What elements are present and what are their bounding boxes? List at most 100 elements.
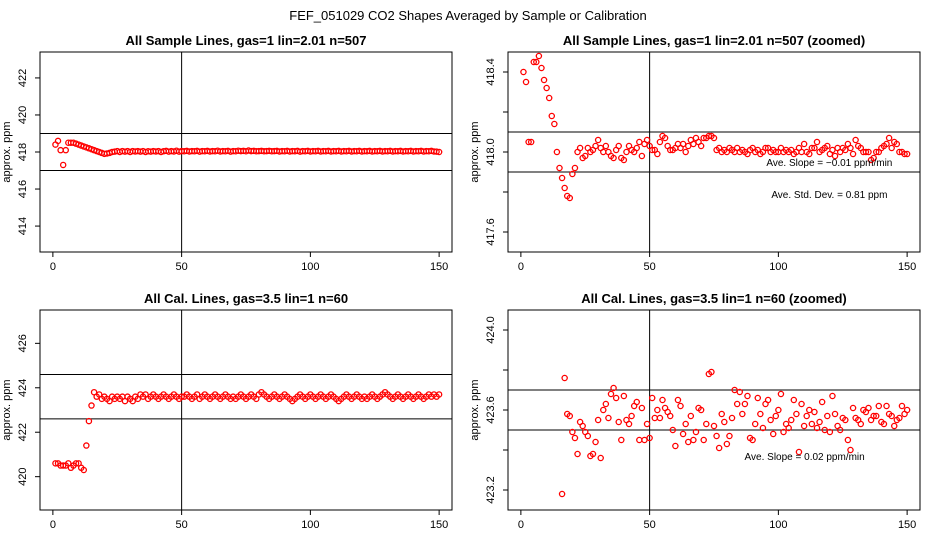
data-point	[754, 394, 762, 402]
x-tick-label: 50	[644, 261, 656, 273]
data-point	[888, 144, 895, 152]
data-point	[597, 454, 604, 462]
data-point	[659, 396, 666, 404]
y-tick-label: 422	[17, 423, 29, 441]
data-point	[718, 410, 725, 418]
data-point	[677, 402, 684, 410]
data-point	[85, 417, 93, 425]
data-point	[636, 138, 643, 146]
data-point	[592, 142, 599, 150]
data-point	[885, 134, 893, 142]
data-point	[685, 438, 692, 446]
data-point	[690, 140, 697, 148]
x-tick-label: 50	[176, 261, 188, 273]
data-point	[633, 144, 641, 152]
data-point	[594, 416, 602, 424]
data-point	[558, 174, 566, 182]
data-point	[612, 394, 620, 402]
data-point	[733, 400, 741, 408]
data-point	[582, 152, 589, 160]
data-point	[793, 410, 800, 418]
y-axis-label: approx. ppm	[1, 379, 13, 440]
data-point	[576, 144, 584, 152]
x-tick-label: 150	[898, 261, 916, 273]
data-point	[625, 420, 633, 428]
data-point	[520, 68, 527, 76]
y-tick-label: 414	[17, 217, 29, 235]
data-point	[610, 154, 617, 162]
data-point	[72, 460, 80, 467]
data-point	[739, 410, 746, 418]
data-point	[831, 410, 839, 418]
panel-title: All Sample Lines, gas=1 lin=2.01 n=507 (…	[563, 33, 865, 48]
data-point	[767, 416, 774, 424]
data-point	[697, 406, 705, 414]
data-point	[764, 396, 772, 404]
data-point	[811, 144, 818, 152]
y-tick-label: 424	[17, 379, 29, 397]
data-point	[530, 58, 538, 66]
data-point	[829, 146, 836, 154]
data-point	[883, 140, 890, 148]
data-point	[527, 138, 535, 146]
data-point	[54, 137, 62, 145]
y-tick-label: 423.2	[485, 476, 497, 504]
data-point	[551, 120, 558, 128]
data-point	[788, 416, 795, 424]
data-point	[772, 148, 780, 156]
data-point	[891, 422, 898, 430]
chart-panel-1: All Sample Lines, gas=1 lin=2.01 n=507 ap…	[1, 33, 453, 273]
data-point	[795, 448, 803, 456]
data-point	[52, 460, 59, 467]
y-tick-label: 420	[17, 106, 29, 124]
data-point	[522, 78, 530, 86]
panel-title: All Cal. Lines, gas=3.5 lin=1 n=60	[144, 291, 348, 306]
data-point	[862, 148, 870, 156]
data-point	[744, 392, 751, 400]
y-tick-label: 417.6	[485, 218, 497, 246]
data-point	[726, 432, 733, 440]
data-point	[600, 148, 607, 156]
data-point	[713, 432, 720, 440]
data-point	[80, 466, 88, 474]
data-point	[618, 436, 625, 444]
data-point	[808, 144, 816, 152]
data-point	[538, 64, 545, 72]
data-point	[736, 388, 744, 396]
data-point	[672, 442, 679, 450]
data-point	[710, 422, 718, 430]
chart-panel-3: All Cal. Lines, gas=3.5 lin=1 n=60 approx…	[1, 291, 453, 531]
data-point	[648, 394, 656, 402]
figure-suptitle: FEF_051029 CO2 Shapes Averaged by Sample…	[289, 8, 646, 23]
x-tick-label: 0	[518, 519, 524, 531]
data-point	[741, 400, 749, 408]
x-tick-label: 50	[644, 519, 656, 531]
data-point	[83, 442, 90, 449]
y-axis-label: approx. ppm	[469, 121, 481, 182]
data-point	[62, 146, 70, 154]
data-point	[775, 406, 782, 414]
data-point	[643, 136, 651, 144]
data-point	[553, 148, 561, 156]
data-point	[849, 404, 857, 412]
y-tick-label: 416	[17, 180, 29, 198]
data-point	[849, 150, 857, 158]
data-point	[679, 430, 687, 438]
data-point	[59, 462, 67, 469]
x-tick-label: 150	[430, 519, 448, 531]
data-point	[811, 408, 818, 416]
data-point	[633, 398, 641, 406]
data-point	[656, 138, 664, 146]
data-point	[772, 412, 780, 420]
data-point	[648, 146, 656, 154]
data-point	[762, 144, 769, 152]
data-point	[535, 52, 543, 60]
x-tick-label: 100	[769, 519, 787, 531]
data-point	[870, 412, 877, 420]
data-point	[643, 420, 651, 428]
x-tick-label: 0	[518, 261, 524, 273]
x-tick-label: 50	[176, 519, 188, 531]
panel-title: All Sample Lines, gas=1 lin=2.01 n=507	[126, 33, 367, 48]
